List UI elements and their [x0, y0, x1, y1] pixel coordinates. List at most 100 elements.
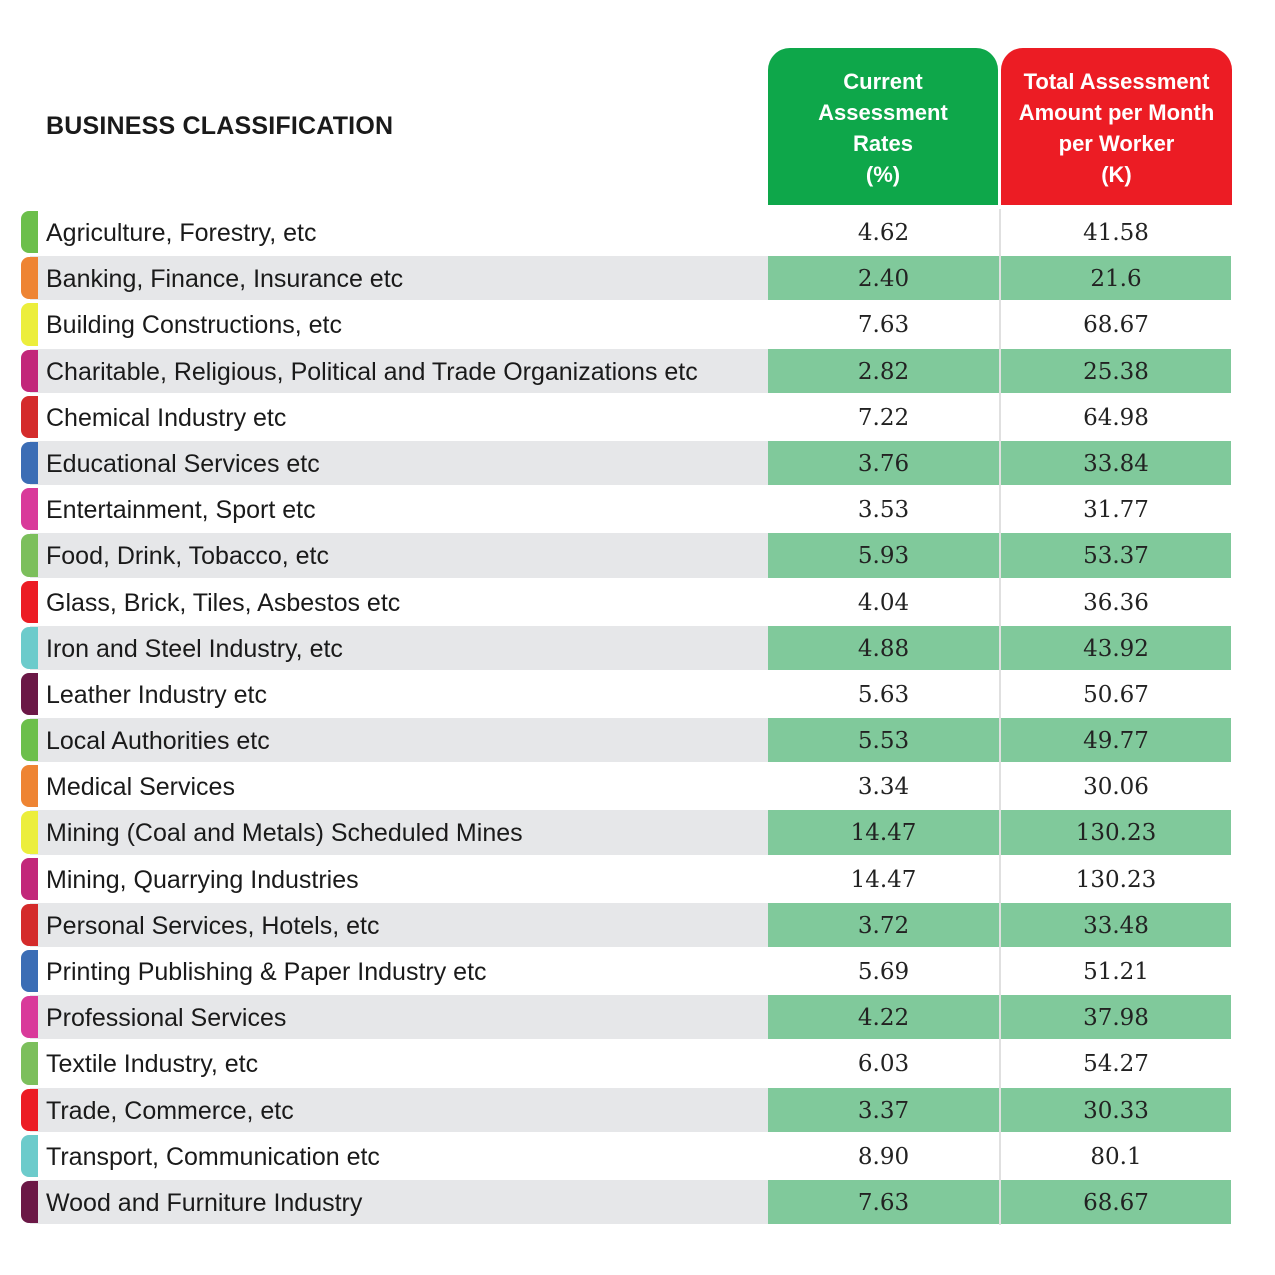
- row-background: [30, 302, 768, 347]
- table-row: Iron and Steel Industry, etc 4.88 43.92: [0, 624, 1275, 671]
- assessment-rate-value: 3.72: [768, 902, 999, 947]
- assessment-rate-value: 3.53: [857, 497, 910, 524]
- assessment-amount-value: 37.98: [1001, 995, 1231, 1040]
- business-classification-label: Agriculture, Forestry, etc: [46, 219, 317, 247]
- business-classification-label: Wood and Furniture Industry: [46, 1188, 363, 1217]
- assessment-rate-value: 4.62: [857, 220, 910, 246]
- column-divider: [999, 1086, 1001, 1133]
- row-color-tab: [21, 441, 38, 485]
- row-background: [30, 394, 768, 439]
- row-color-tab: [21, 996, 38, 1039]
- assessment-rate-value: 7.63: [768, 1179, 999, 1225]
- business-classification-label: Glass, Brick, Tiles, Asbestos etc: [46, 588, 401, 617]
- business-classification-label: Mining (Coal and Metals) Scheduled Mines: [46, 819, 523, 848]
- business-classification-label: Medical Services: [46, 773, 235, 802]
- column-divider: [999, 763, 1001, 810]
- column-divider: [999, 855, 1001, 902]
- row-color-tab: [21, 534, 38, 577]
- business-classification-label: Food, Drink, Tobacco, etc: [46, 542, 330, 571]
- business-classification-label: Mining, Quarrying Industries: [46, 865, 359, 894]
- business-classification-label: Charitable, Religious, Political and Tra…: [46, 357, 698, 386]
- table-row: Wood and Furniture Industry 7.63 68.67: [0, 1178, 1275, 1226]
- assessment-rate-value: 4.88: [768, 625, 999, 670]
- row-background: [30, 1087, 768, 1132]
- assessment-amount-value: 30.06: [1083, 774, 1149, 801]
- rate-header-line: Rates: [853, 130, 913, 156]
- column-divider: [999, 809, 1001, 856]
- table-row: Chemical Industry etc 7.22 64.98: [0, 393, 1275, 440]
- row-background: [30, 902, 768, 947]
- assessment-amount-value: 33.48: [1001, 902, 1231, 947]
- row-background: [30, 579, 768, 624]
- column-divider: [999, 486, 1001, 533]
- assessment-amount-value: 25.38: [1001, 348, 1231, 393]
- amount-header-line: Amount per Month: [1018, 99, 1215, 125]
- rate-header-line: Current: [843, 68, 923, 94]
- assessment-rate-value: 3.37: [768, 1087, 999, 1132]
- assessment-rate-value: 3.34: [857, 774, 910, 801]
- rate-header-line: Assessment: [818, 99, 948, 125]
- column-divider: [999, 255, 1001, 302]
- table-row: Mining (Coal and Metals) Scheduled Mines…: [0, 809, 1275, 856]
- assessment-amount-value: 31.77: [1083, 497, 1149, 524]
- assessment-amount-value: 64.98: [1083, 404, 1149, 431]
- business-classification-label: Chemical Industry etc: [46, 403, 287, 432]
- business-classification-label: Leather Industry etc: [46, 680, 267, 709]
- column-divider: [999, 994, 1001, 1041]
- table-row: Textile Industry, etc 6.03 54.27: [0, 1040, 1275, 1087]
- assessment-rate-value: 5.69: [857, 959, 910, 985]
- column-divider: [999, 532, 1001, 579]
- assessment-amount-value: 54.27: [1083, 1051, 1149, 1078]
- assessment-rate-value: 4.22: [768, 995, 999, 1040]
- row-background: [30, 487, 768, 532]
- column-divider: [999, 347, 1001, 394]
- row-color-tab: [21, 580, 38, 623]
- row-color-tab: [21, 626, 38, 669]
- row-color-tab: [21, 1088, 38, 1131]
- row-background: [30, 625, 768, 670]
- row-background: [30, 256, 768, 301]
- row-color-tab: [21, 811, 38, 854]
- assessment-rate-value: 14.47: [850, 866, 917, 893]
- table-row: Leather Industry etc 5.63 50.67: [0, 670, 1275, 718]
- assessment-rate-value: 4.04: [857, 589, 910, 616]
- row-background: [30, 810, 768, 855]
- table-row: Banking, Finance, Insurance etc 2.40 21.6: [0, 255, 1275, 302]
- row-color-tab: [21, 1180, 38, 1224]
- column-divider: [999, 1132, 1001, 1179]
- table-row: Building Constructions, etc 7.63 68.67: [0, 301, 1275, 348]
- assessment-amount-value: 130.23: [1001, 810, 1231, 855]
- assessment-rate-value: 8.90: [857, 1143, 910, 1170]
- row-background: [30, 1041, 768, 1086]
- business-classification-label: Personal Services, Hotels, etc: [46, 911, 380, 940]
- row-background: [30, 348, 768, 393]
- column-divider: [999, 1040, 1001, 1087]
- column-divider: [999, 624, 1001, 671]
- business-classification-label: Iron and Steel Industry, etc: [46, 634, 343, 663]
- row-background: [30, 1179, 768, 1225]
- amount-header-line: Total Assessment: [1023, 68, 1210, 94]
- table-row: Educational Services etc 3.76 33.84: [0, 439, 1275, 487]
- row-background: [30, 440, 768, 486]
- assessment-rate-value: 2.82: [768, 348, 999, 393]
- row-color-tab: [21, 857, 38, 900]
- assessment-rate-value: 14.47: [768, 810, 999, 855]
- column-divider: [999, 301, 1001, 348]
- assessment-amount-value: 53.37: [1001, 533, 1231, 578]
- assessment-rate-value: 2.40: [768, 256, 999, 301]
- table-row: Charitable, Religious, Political and Tra…: [0, 347, 1275, 394]
- assessment-amount-value: 30.33: [1001, 1087, 1231, 1132]
- rate-column-header: Current Assessment Rates (%): [768, 48, 998, 205]
- assessment-amount-value: 43.92: [1001, 625, 1231, 670]
- table-row: Food, Drink, Tobacco, etc 5.93 53.37: [0, 532, 1275, 579]
- assessment-amount-value: 80.1: [1090, 1143, 1142, 1170]
- column-divider: [999, 717, 1001, 764]
- assessment-rate-value: 3.76: [768, 440, 999, 486]
- table-row: Transport, Communication etc 8.90 80.1: [0, 1132, 1275, 1179]
- assessment-rate-value: 7.22: [857, 404, 910, 431]
- business-classification-label: Printing Publishing & Paper Industry etc: [46, 958, 487, 986]
- table-title: BUSINESS CLASSIFICATION: [46, 112, 394, 140]
- column-divider: [999, 393, 1001, 440]
- business-classification-label: Banking, Finance, Insurance etc: [46, 265, 404, 294]
- table-row: Professional Services 4.22 37.98: [0, 994, 1275, 1041]
